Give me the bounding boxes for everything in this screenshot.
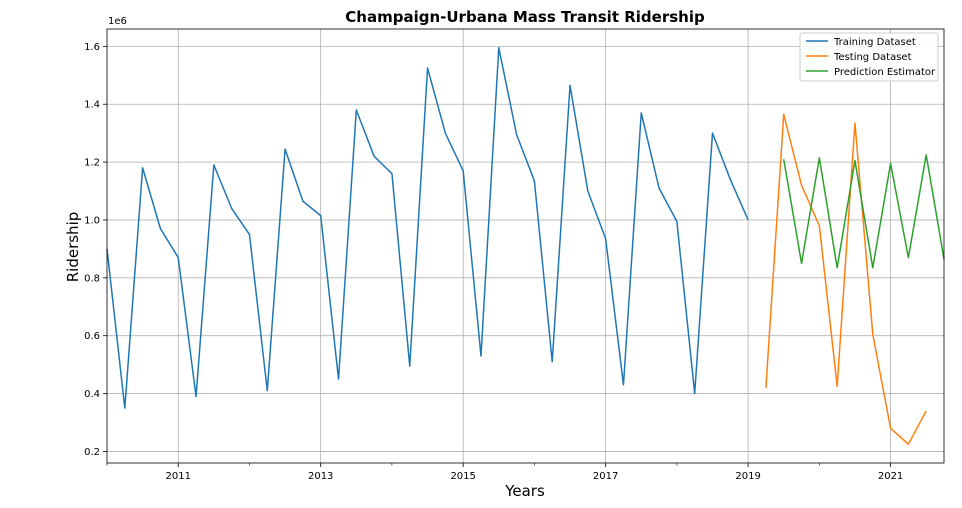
x-tick-label: 2015 — [450, 471, 475, 482]
grid-lines — [107, 29, 944, 463]
tick-marks: 0.2 0.4 0.6 0.8 1.0 1.2 1.4 1.6 2011 2013 2015 2017… — [84, 42, 903, 482]
chart-title: Champaign-Urbana Mass Transit Ridership — [345, 8, 705, 26]
y-tick-label: 0.6 — [84, 331, 100, 342]
series-line-3 — [782, 154, 945, 269]
legend-label-training: Training Dataset — [833, 37, 916, 48]
legend-label-prediction: Prediction Estimator — [834, 67, 936, 78]
y-tick-label: 1.0 — [84, 215, 100, 226]
plot-frame — [106, 28, 945, 464]
x-tick-label: 2011 — [166, 471, 191, 482]
y-offset-label: 1e6 — [108, 16, 127, 27]
y-axis-label: Ridership — [64, 212, 82, 283]
legend-label-testing: Testing Dataset — [833, 52, 912, 63]
y-tick-label: 1.4 — [84, 100, 100, 111]
y-tick-label: 1.6 — [84, 42, 100, 53]
x-tick-label: 2021 — [878, 471, 903, 482]
y-tick-label: 0.8 — [84, 273, 100, 284]
x-tick-label: 2019 — [735, 471, 760, 482]
y-tick-label: 0.2 — [84, 447, 100, 458]
x-axis-label: Years — [504, 482, 545, 500]
legend: Training Dataset Testing Dataset Predict… — [799, 32, 939, 82]
y-tick-label: 0.4 — [84, 389, 100, 400]
x-tick-label: 2013 — [308, 471, 333, 482]
axes — [106, 28, 945, 464]
series-line-2 — [765, 113, 927, 445]
y-tick-label: 1.2 — [84, 158, 100, 169]
legend-box — [799, 32, 939, 82]
series-lines — [106, 47, 945, 445]
x-tick-label: 2017 — [593, 471, 618, 482]
series-line-1 — [106, 47, 749, 409]
